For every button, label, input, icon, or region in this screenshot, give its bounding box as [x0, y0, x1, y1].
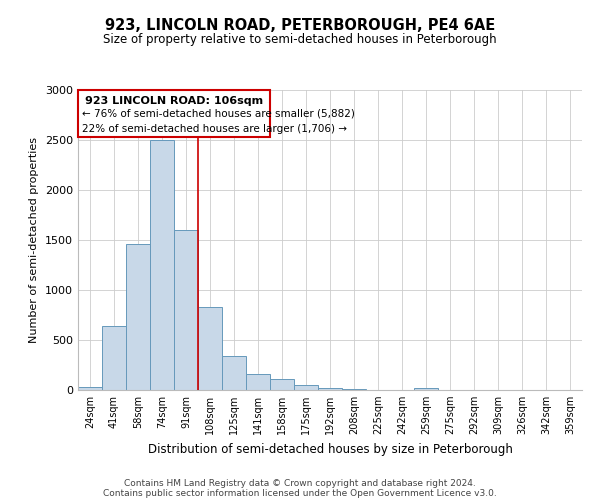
Text: ← 76% of semi-detached houses are smaller (5,882): ← 76% of semi-detached houses are smalle… — [82, 109, 355, 119]
Bar — [246, 374, 270, 390]
Bar — [294, 385, 318, 390]
Bar — [150, 140, 174, 390]
Text: 22% of semi-detached houses are larger (1,706) →: 22% of semi-detached houses are larger (… — [82, 124, 347, 134]
Bar — [222, 356, 246, 390]
Bar — [174, 230, 198, 390]
Text: 923 LINCOLN ROAD: 106sqm: 923 LINCOLN ROAD: 106sqm — [85, 96, 263, 106]
Text: Contains HM Land Registry data © Crown copyright and database right 2024.: Contains HM Land Registry data © Crown c… — [124, 478, 476, 488]
Text: Contains public sector information licensed under the Open Government Licence v3: Contains public sector information licen… — [103, 488, 497, 498]
Y-axis label: Number of semi-detached properties: Number of semi-detached properties — [29, 137, 40, 343]
FancyBboxPatch shape — [79, 90, 270, 137]
Bar — [198, 307, 222, 390]
Text: Size of property relative to semi-detached houses in Peterborough: Size of property relative to semi-detach… — [103, 32, 497, 46]
Bar — [126, 244, 150, 390]
Bar — [270, 378, 294, 390]
Bar — [342, 388, 366, 390]
X-axis label: Distribution of semi-detached houses by size in Peterborough: Distribution of semi-detached houses by … — [148, 442, 512, 456]
Bar — [318, 388, 342, 390]
Bar — [102, 326, 126, 390]
Bar — [414, 388, 438, 390]
Bar — [78, 386, 102, 390]
Text: 923, LINCOLN ROAD, PETERBOROUGH, PE4 6AE: 923, LINCOLN ROAD, PETERBOROUGH, PE4 6AE — [105, 18, 495, 32]
